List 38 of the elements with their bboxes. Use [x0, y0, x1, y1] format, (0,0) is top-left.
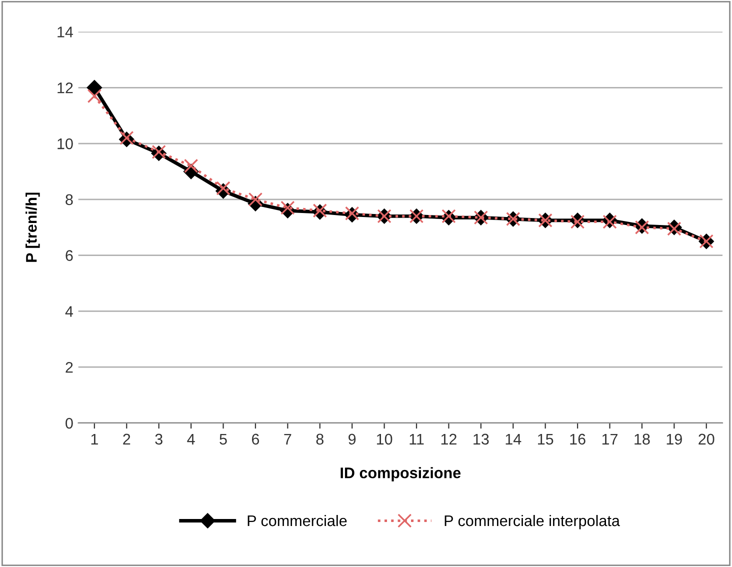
point: [87, 88, 102, 104]
x-tick-label: 1: [91, 434, 98, 444]
x-tick-label: 14: [506, 434, 522, 444]
x-tick-label: 18: [634, 434, 650, 445]
legend-label: P commerciale: [248, 514, 347, 526]
y-tick-label: 10: [58, 138, 73, 150]
x-tick-label: 20: [698, 434, 714, 445]
x-tick-label: 3: [155, 434, 162, 445]
x-tick-label: 12: [441, 434, 456, 444]
point: [280, 200, 295, 215]
y-tick-label: 6: [66, 250, 73, 261]
point: [248, 192, 263, 207]
point: [184, 158, 198, 173]
x-tick-label: 11: [410, 434, 424, 444]
x-tick-label: 10: [376, 434, 392, 445]
x-tick-label: 8: [316, 434, 324, 445]
point: [86, 80, 102, 96]
y-tick-label: 14: [58, 26, 74, 38]
x-tick-label: 6: [252, 434, 260, 445]
x-tick-label: 15: [538, 434, 554, 445]
y-tick-label: 0: [66, 418, 73, 429]
x-tick-label: 19: [666, 434, 682, 445]
x-tick-label: 9: [348, 434, 356, 445]
x-tick-label: 16: [570, 434, 586, 445]
legend-label: P commerciale interpolata: [444, 514, 620, 530]
y-tick-label: 2: [66, 362, 73, 373]
y-axis-title: P [treni/h]: [26, 192, 40, 262]
x-tick-label: 4: [187, 434, 195, 444]
y-tick-label: 8: [66, 194, 73, 206]
y-tick-label: 12: [58, 82, 73, 94]
x-tick-label: 7: [284, 434, 292, 444]
point: [216, 181, 230, 196]
x-axis-title: ID composizione: [340, 467, 461, 482]
y-tick-label: 4: [65, 306, 74, 317]
x-tick-label: 17: [602, 434, 618, 444]
x-tick-label: 2: [123, 434, 130, 444]
x-tick-label: 13: [474, 434, 489, 445]
x-tick-label: 5: [220, 434, 227, 445]
